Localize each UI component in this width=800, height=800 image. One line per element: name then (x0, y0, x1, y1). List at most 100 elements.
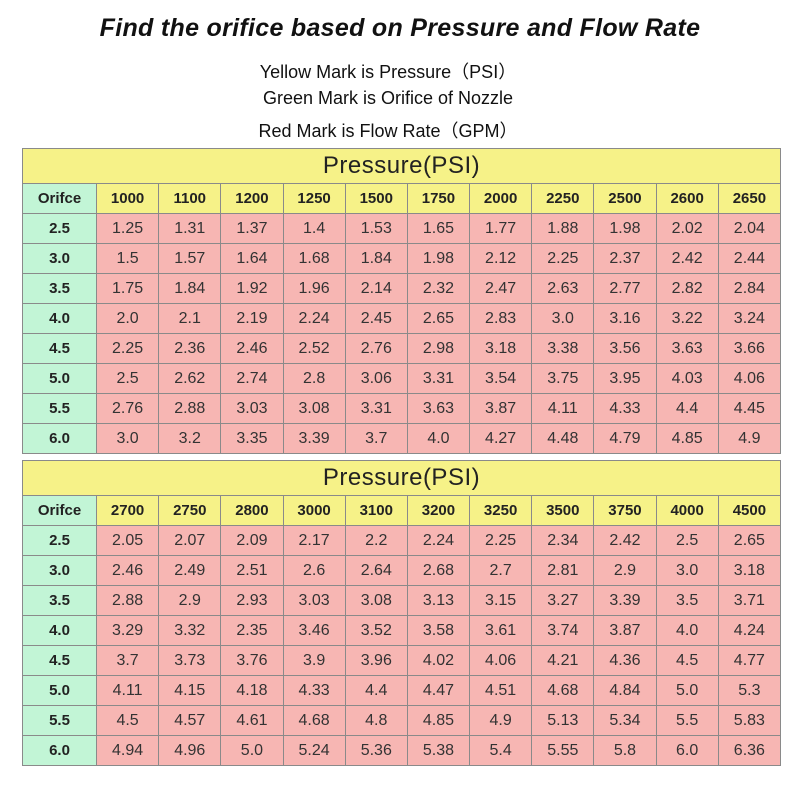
flow-rate-cell: 4.47 (406, 675, 471, 706)
flow-rate-cell: 4.0 (655, 615, 719, 646)
table-row: 2.5 1.25 1.31 1.37 1.4 1.53 1.65 1.77 1.88 1.98 2.… (22, 213, 782, 244)
flow-rate-cell: 3.75 (531, 363, 595, 394)
orifice-cell: 6.0 (22, 423, 97, 454)
pressure-header-cell: 2250 (531, 183, 595, 214)
pressure-banner: Pressure(PSI) (21, 148, 782, 184)
table-row: 3.0 2.46 2.49 2.51 2.6 2.64 2.68 2.7 2.81 2.9 3.0 3… (22, 555, 782, 586)
flow-rate-cell: 2.14 (344, 273, 408, 304)
pressure-header-cell: 2800 (220, 495, 284, 526)
table-row: 3.0 1.5 1.57 1.64 1.68 1.84 1.98 2.12 2.25 2.37 2.… (22, 243, 782, 274)
flow-rate-cell: 3.9 (282, 645, 346, 676)
pressure-header-cell: 3000 (282, 495, 346, 526)
pressure-header-cell: 1000 (95, 183, 160, 214)
flow-rate-cell: 4.0 (406, 423, 471, 454)
flow-rate-cell: 2.36 (158, 333, 222, 364)
flow-rate-cell: 3.39 (282, 423, 346, 454)
orifice-cell: 5.0 (22, 675, 97, 706)
flow-rate-cell: 2.93 (220, 585, 284, 616)
flow-rate-cell: 3.52 (344, 615, 408, 646)
flow-rate-cell: 4.4 (655, 393, 719, 424)
flow-rate-cell: 1.98 (593, 213, 657, 244)
pressure-header-cell: 3100 (344, 495, 408, 526)
flow-rate-cell: 4.85 (655, 423, 719, 454)
flow-rate-cell: 2.74 (220, 363, 284, 394)
legend-orifice-note: Green Mark is Orifice of Nozzle (262, 88, 514, 108)
flow-rate-cell: 1.88 (531, 213, 595, 244)
flow-rate-cell: 2.37 (593, 243, 657, 274)
flow-rate-cell: 3.95 (593, 363, 657, 394)
flow-rate-cell: 3.2 (158, 423, 222, 454)
flow-rate-cell: 5.4 (469, 735, 533, 766)
table-row: 3.5 1.75 1.84 1.92 1.96 2.14 2.32 2.47 2.63 2.77 2… (22, 273, 782, 304)
flow-rate-cell: 4.06 (717, 363, 782, 394)
flow-rate-cell: 2.25 (95, 333, 160, 364)
flow-rate-cell: 5.34 (593, 705, 657, 736)
flow-rate-cell: 3.22 (655, 303, 719, 334)
pressure-header-cell: 2500 (593, 183, 657, 214)
flow-rate-cell: 4.5 (95, 705, 160, 736)
flow-rate-cell: 3.63 (655, 333, 719, 364)
flow-rate-cell: 2.65 (406, 303, 471, 334)
flow-rate-cell: 3.29 (95, 615, 160, 646)
flow-rate-cell: 3.76 (220, 645, 284, 676)
flow-rate-cell: 4.02 (406, 645, 471, 676)
header-row: Orifce 1000 1100 1200 1250 1500 1750 2000 2250 25… (22, 183, 782, 214)
flow-rate-cell: 3.87 (593, 615, 657, 646)
orifice-cell: 2.5 (22, 525, 97, 556)
flow-rate-cell: 2.42 (655, 243, 719, 274)
orifice-cell: 3.0 (22, 555, 97, 586)
flow-rate-cell: 2.5 (95, 363, 160, 394)
flow-rate-cell: 5.0 (655, 675, 719, 706)
flow-rate-cell: 1.98 (406, 243, 471, 274)
flow-rate-cell: 3.18 (469, 333, 533, 364)
flow-rate-cell: 3.15 (469, 585, 533, 616)
flow-rate-cell: 4.24 (717, 615, 782, 646)
flow-rate-cell: 2.46 (95, 555, 160, 586)
flow-rate-cell: 2.04 (717, 213, 782, 244)
table-row: 4.5 2.25 2.36 2.46 2.52 2.76 2.98 3.18 3.38 3.56 3… (22, 333, 782, 364)
flow-rate-cell: 2.1 (158, 303, 222, 334)
flow-rate-cell: 2.02 (655, 213, 719, 244)
table-row: 4.5 3.7 3.73 3.76 3.9 3.96 4.02 4.06 4.21 4.36 4.5… (22, 645, 782, 676)
flow-rate-cell: 3.63 (406, 393, 471, 424)
flow-rate-cell: 2.52 (282, 333, 346, 364)
flow-rate-cell: 4.51 (469, 675, 533, 706)
flow-rate-cell: 1.77 (469, 213, 533, 244)
flow-rate-cell: 4.68 (531, 675, 595, 706)
legend-flow-note: Red Mark is Flow Rate（GPM） (258, 121, 518, 141)
flow-rate-cell: 3.87 (469, 393, 533, 424)
flow-rate-cell: 1.68 (282, 243, 346, 274)
flow-rate-cell: 2.25 (531, 243, 595, 274)
flow-rate-cell: 1.5 (95, 243, 160, 274)
legend-pressure-note: Yellow Mark is Pressure（PSI） (259, 62, 517, 82)
flow-rate-cell: 2.9 (593, 555, 657, 586)
flow-rate-cell: 3.54 (469, 363, 533, 394)
flow-rate-cell: 4.8 (344, 705, 408, 736)
flow-rate-cell: 2.88 (158, 393, 222, 424)
pressure-header-cell: 4500 (717, 495, 782, 526)
flow-rate-cell: 3.0 (531, 303, 595, 334)
table-row: 2.5 2.05 2.07 2.09 2.17 2.2 2.24 2.25 2.34 2.42 2.… (22, 525, 782, 556)
orifice-cell: 5.5 (22, 393, 97, 424)
flow-rate-cell: 3.18 (717, 555, 782, 586)
flow-rate-cell: 1.84 (158, 273, 222, 304)
flow-rate-cell: 2.24 (406, 525, 471, 556)
banner-row: Pressure(PSI) (21, 460, 782, 496)
flow-rate-cell: 2.76 (344, 333, 408, 364)
table-row: 5.5 2.76 2.88 3.03 3.08 3.31 3.63 3.87 4.11 4.33 4… (22, 393, 782, 424)
flow-rate-cell: 1.96 (282, 273, 346, 304)
flow-rate-cell: 4.5 (655, 645, 719, 676)
table-row: 5.5 4.5 4.57 4.61 4.68 4.8 4.85 4.9 5.13 5.34 5.5 5… (22, 705, 782, 736)
flow-rate-cell: 2.09 (220, 525, 284, 556)
flow-rate-cell: 4.21 (531, 645, 595, 676)
flow-rate-cell: 1.84 (344, 243, 408, 274)
pressure-header-cell: 1100 (158, 183, 222, 214)
flow-rate-cell: 3.5 (655, 585, 719, 616)
orifice-header: Orifce (22, 495, 97, 526)
flow-rate-cell: 5.8 (593, 735, 657, 766)
flow-rate-cell: 2.44 (717, 243, 782, 274)
flow-rate-cell: 2.83 (469, 303, 533, 334)
flow-rate-cell: 5.36 (344, 735, 408, 766)
flow-rate-cell: 4.9 (717, 423, 782, 454)
flow-rate-cell: 3.38 (531, 333, 595, 364)
